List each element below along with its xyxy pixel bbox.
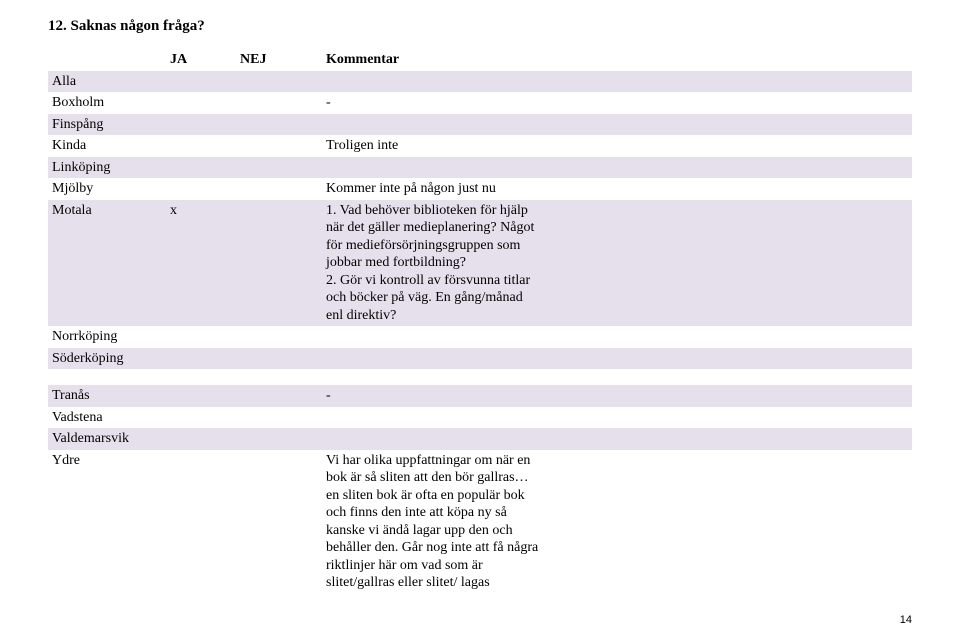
row-spacer <box>548 450 912 594</box>
row-spacer <box>548 135 912 157</box>
table-row: Alla <box>48 71 912 93</box>
col-header-ja: JA <box>166 49 236 71</box>
row-name: Boxholm <box>48 92 166 114</box>
row-spacer <box>548 114 912 136</box>
row-spacer <box>548 326 912 348</box>
table-row: Tranås - <box>48 385 912 407</box>
row-name: Finspång <box>48 114 166 136</box>
row-nej <box>236 92 322 114</box>
row-nej <box>236 450 322 594</box>
row-comment <box>322 326 548 348</box>
col-header-blank <box>48 49 166 71</box>
row-ja <box>166 92 236 114</box>
row-spacer <box>548 348 912 370</box>
row-ja <box>166 326 236 348</box>
row-comment <box>322 71 548 93</box>
table-row: Ydre Vi har olika uppfattningar om när en… <box>48 450 912 594</box>
col-header-kommentar: Kommentar <box>322 49 548 71</box>
table-row: Valdemarsvik <box>48 428 912 450</box>
row-nej <box>236 114 322 136</box>
row-spacer <box>548 71 912 93</box>
table-row: Vadstena <box>48 407 912 429</box>
row-comment: Vi har olika uppfattningar om när en bok… <box>322 450 548 594</box>
row-comment: 1. Vad behöver biblioteken för hjälp när… <box>322 200 548 327</box>
col-header-nej: NEJ <box>236 49 322 71</box>
row-ja <box>166 348 236 370</box>
row-ja <box>166 385 236 407</box>
row-name: Kinda <box>48 135 166 157</box>
row-name: Söderköping <box>48 348 166 370</box>
row-ja <box>166 71 236 93</box>
row-comment: Kommer inte på någon just nu <box>322 178 548 200</box>
table-row: Norrköping <box>48 326 912 348</box>
row-name: Motala <box>48 200 166 327</box>
row-comment <box>322 157 548 179</box>
row-name: Mjölby <box>48 178 166 200</box>
row-nej <box>236 326 322 348</box>
row-nej <box>236 178 322 200</box>
row-comment <box>322 348 548 370</box>
table-row: Söderköping <box>48 348 912 370</box>
row-ja: x <box>166 200 236 327</box>
table-row: Linköping <box>48 157 912 179</box>
row-comment: Troligen inte <box>322 135 548 157</box>
row-ja <box>166 114 236 136</box>
row-comment <box>322 428 548 450</box>
row-comment <box>322 114 548 136</box>
row-spacer <box>548 428 912 450</box>
row-spacer <box>548 407 912 429</box>
row-ja <box>166 135 236 157</box>
table-row: Finspång <box>48 114 912 136</box>
row-spacer <box>548 385 912 407</box>
survey-table: JA NEJ Kommentar AllaBoxholm - FinspångKin… <box>48 49 912 594</box>
row-name: Linköping <box>48 157 166 179</box>
row-spacer <box>548 178 912 200</box>
row-ja <box>166 450 236 594</box>
row-spacer <box>548 200 912 327</box>
row-nej <box>236 385 322 407</box>
row-ja <box>166 407 236 429</box>
row-nej <box>236 135 322 157</box>
row-ja <box>166 428 236 450</box>
section-heading: 12. Saknas någon fråga? <box>48 18 912 35</box>
row-comment: - <box>322 92 548 114</box>
table-row: Kinda Troligen inte <box>48 135 912 157</box>
row-nej <box>236 428 322 450</box>
table-spacer-row <box>48 369 912 385</box>
row-ja <box>166 157 236 179</box>
row-nej <box>236 157 322 179</box>
row-nej <box>236 200 322 327</box>
row-ja <box>166 178 236 200</box>
table-row: Motalax 1. Vad behöver biblioteken för hj… <box>48 200 912 327</box>
row-nej <box>236 348 322 370</box>
row-name: Norrköping <box>48 326 166 348</box>
row-name: Valdemarsvik <box>48 428 166 450</box>
row-name: Alla <box>48 71 166 93</box>
table-header-row: JA NEJ Kommentar <box>48 49 912 71</box>
row-comment: - <box>322 385 548 407</box>
col-header-spacer <box>548 49 912 71</box>
row-nej <box>236 407 322 429</box>
row-spacer <box>548 157 912 179</box>
row-name: Tranås <box>48 385 166 407</box>
table-row: Mjölby Kommer inte på någon just nu <box>48 178 912 200</box>
row-name: Vadstena <box>48 407 166 429</box>
table-row: Boxholm - <box>48 92 912 114</box>
row-nej <box>236 71 322 93</box>
page-number: 14 <box>900 614 912 626</box>
row-spacer <box>548 92 912 114</box>
row-name: Ydre <box>48 450 166 594</box>
row-comment <box>322 407 548 429</box>
